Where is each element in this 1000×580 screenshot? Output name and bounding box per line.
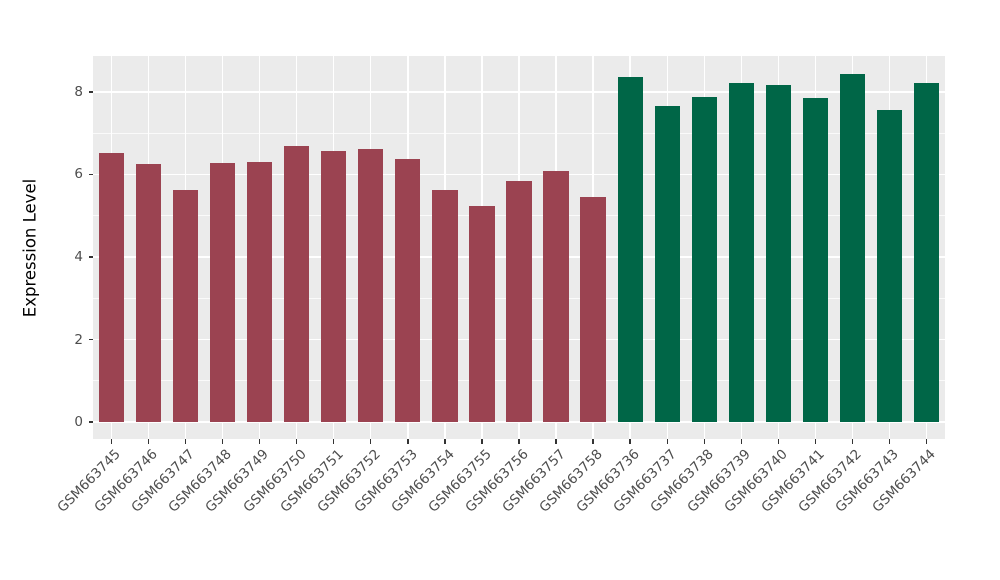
y-tick-label-8: 8 <box>74 83 83 100</box>
bar-GSM663738 <box>691 96 717 423</box>
bar-GSM663742 <box>839 74 865 423</box>
x-tick-mark-GSM663741 <box>814 439 816 444</box>
y-tick-mark-4 <box>88 256 93 258</box>
x-tick-mark-GSM663744 <box>925 439 928 444</box>
x-tick-mark-GSM663754 <box>444 439 446 444</box>
y-tick-mark-0 <box>88 421 93 423</box>
plot-panel <box>93 56 945 439</box>
x-tick-mark-GSM663751 <box>333 439 335 444</box>
x-tick-mark-GSM663749 <box>259 439 261 444</box>
bar-GSM663756 <box>506 181 532 423</box>
bar-GSM663758 <box>580 197 606 423</box>
x-tick-mark-GSM663755 <box>481 439 483 444</box>
x-tick-mark-GSM663750 <box>296 439 298 444</box>
bar-GSM663748 <box>210 163 236 423</box>
x-tick-mark-GSM663739 <box>740 439 742 444</box>
bar-GSM663739 <box>728 83 754 423</box>
x-tick-mark-GSM663758 <box>592 439 594 444</box>
bar-GSM663755 <box>469 205 495 423</box>
x-tick-mark-GSM663756 <box>518 439 520 444</box>
bar-GSM663743 <box>876 110 903 423</box>
bar-GSM663744 <box>913 83 940 423</box>
y-tick-label-4: 4 <box>74 248 83 265</box>
bar-GSM663736 <box>617 76 643 423</box>
y-tick-label-2: 2 <box>74 331 83 348</box>
x-tick-mark-GSM663736 <box>629 439 631 444</box>
bar-GSM663747 <box>173 190 199 423</box>
bar-GSM663751 <box>321 151 347 423</box>
x-tick-mark-GSM663753 <box>407 439 409 444</box>
x-tick-mark-GSM663737 <box>666 439 668 444</box>
bar-GSM663754 <box>432 190 458 423</box>
x-tick-mark-GSM663743 <box>888 439 891 444</box>
x-tick-mark-GSM663746 <box>147 439 150 444</box>
x-tick-mark-GSM663757 <box>555 439 557 444</box>
bar-GSM663753 <box>395 158 421 423</box>
y-tick-mark-8 <box>88 91 93 93</box>
bar-GSM663740 <box>765 85 791 423</box>
y-tick-mark-2 <box>88 338 93 341</box>
bar-GSM663757 <box>543 171 569 423</box>
x-tick-mark-GSM663748 <box>222 439 224 444</box>
bar-GSM663752 <box>358 149 384 423</box>
x-tick-mark-GSM663745 <box>110 439 113 444</box>
x-tick-mark-GSM663752 <box>370 439 372 444</box>
y-tick-label-6: 6 <box>74 166 83 183</box>
bar-GSM663746 <box>135 164 162 423</box>
bar-GSM663737 <box>654 105 680 423</box>
x-tick-mark-GSM663747 <box>184 439 187 444</box>
x-tick-mark-GSM663738 <box>703 439 705 444</box>
bar-GSM663749 <box>247 161 273 423</box>
x-tick-mark-GSM663742 <box>851 439 854 444</box>
x-tick-mark-GSM663740 <box>777 439 779 444</box>
bar-GSM663750 <box>284 145 310 423</box>
bar-GSM663745 <box>98 153 125 423</box>
y-tick-mark-6 <box>88 173 93 176</box>
y-tick-label-0: 0 <box>74 414 83 431</box>
y-axis-title: Expression Level <box>20 178 40 317</box>
bar-GSM663741 <box>802 97 828 423</box>
